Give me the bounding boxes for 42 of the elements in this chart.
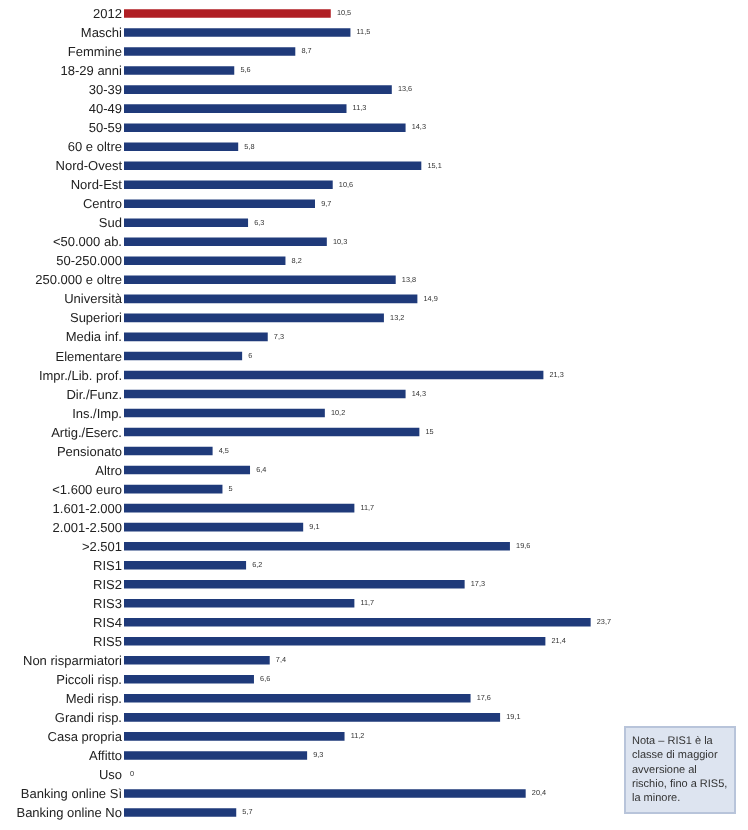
bar [124, 180, 333, 189]
bar [124, 808, 237, 817]
bar [124, 694, 471, 703]
bar [124, 484, 223, 494]
bar [124, 579, 465, 589]
bar [124, 275, 396, 285]
bar [124, 123, 406, 132]
bar [124, 313, 384, 323]
bar [124, 408, 325, 418]
bar [124, 503, 355, 513]
bar [124, 28, 351, 37]
bar [124, 370, 544, 380]
bar [124, 47, 296, 56]
bar [124, 66, 235, 75]
bar [124, 541, 510, 551]
bar [124, 732, 345, 741]
bar [124, 751, 308, 760]
bar [124, 789, 526, 798]
bar [124, 218, 249, 228]
bar [124, 465, 251, 475]
bar [124, 656, 270, 665]
bar [124, 675, 254, 684]
bar [124, 256, 286, 266]
bar [124, 161, 422, 170]
bar [124, 142, 239, 151]
bar [124, 617, 591, 627]
bar [124, 9, 331, 18]
bar [124, 637, 546, 646]
bar [124, 104, 347, 113]
bar [124, 560, 247, 570]
bar [124, 85, 392, 94]
bar [124, 332, 268, 342]
bar [124, 446, 213, 456]
bar [124, 351, 243, 361]
bar [124, 199, 315, 209]
bar [124, 427, 420, 437]
bar [124, 713, 501, 722]
bar [124, 522, 304, 532]
bar [124, 389, 406, 399]
bar [124, 294, 418, 304]
bar [124, 598, 355, 608]
bar [124, 237, 327, 247]
